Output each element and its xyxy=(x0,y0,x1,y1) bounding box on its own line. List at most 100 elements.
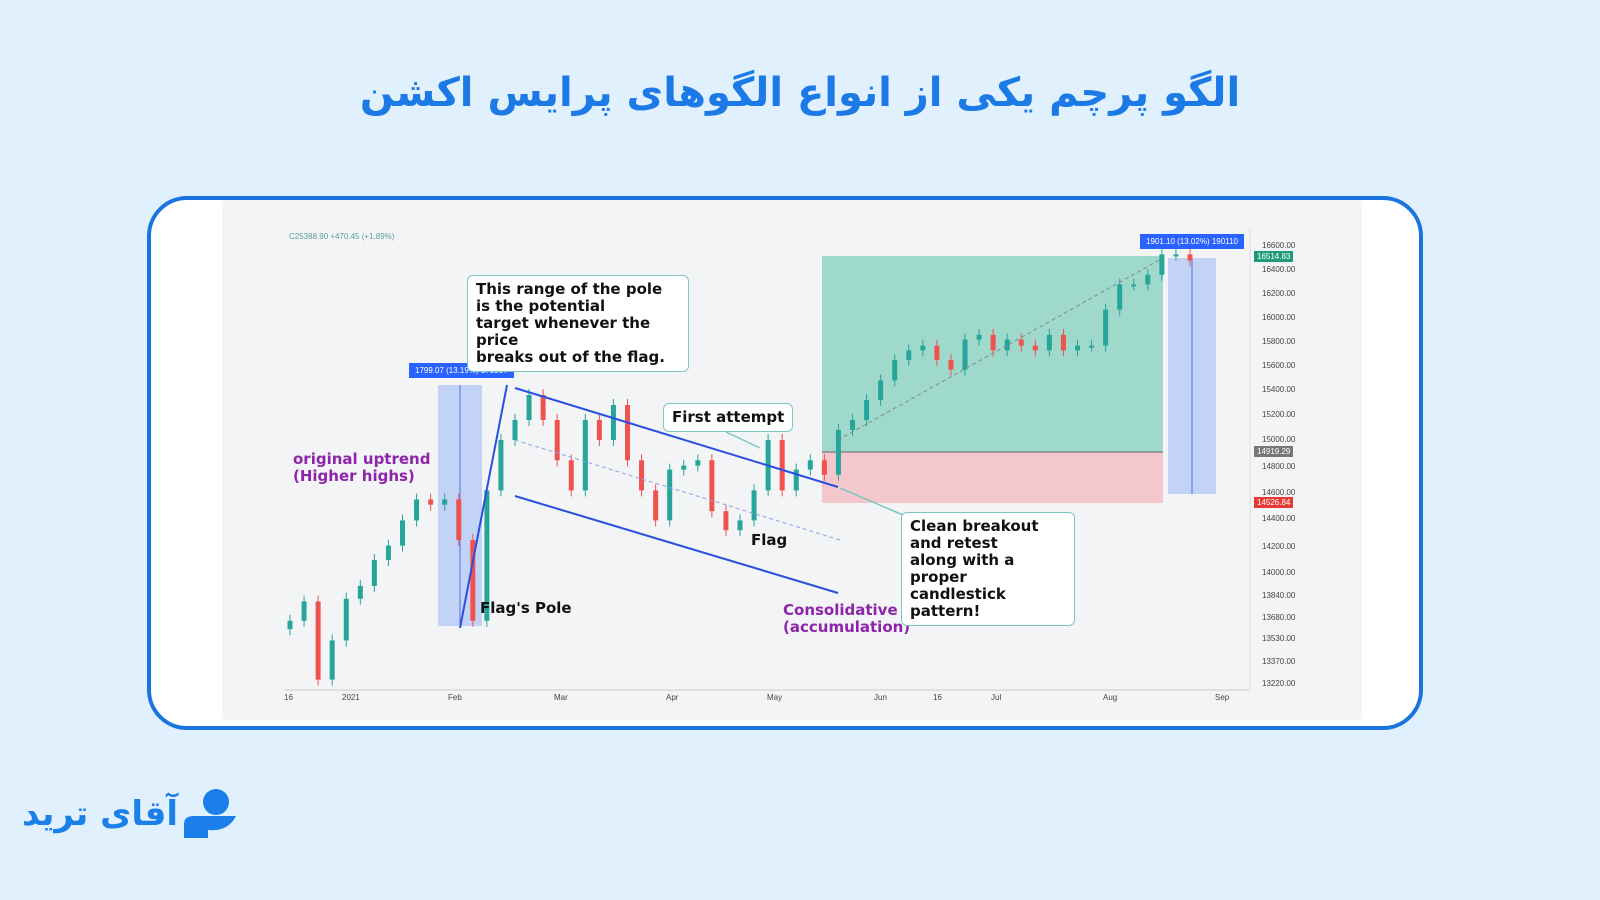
y-tick-label: 15800.00 xyxy=(1262,337,1296,346)
candle-up xyxy=(906,350,912,360)
candle-up xyxy=(1004,339,1010,351)
candle-down xyxy=(723,511,729,531)
candle-up xyxy=(1159,254,1165,275)
candle-up xyxy=(1173,254,1179,257)
candle-up xyxy=(526,395,532,420)
candle-up xyxy=(512,420,518,440)
candle-down xyxy=(456,499,462,540)
candle-up xyxy=(737,520,743,531)
candle-up xyxy=(793,469,799,491)
x-tick-label: 2021 xyxy=(342,693,360,702)
candle-up xyxy=(807,460,813,470)
candle-up xyxy=(1117,284,1123,310)
candle-up xyxy=(329,640,335,680)
x-tick-label: Feb xyxy=(448,693,462,702)
flag-lower-line xyxy=(514,495,839,594)
y-tick-label: 16000.00 xyxy=(1262,313,1296,322)
y-tick-label: 15000.00 xyxy=(1262,435,1296,444)
candle-up xyxy=(287,620,293,630)
candle-down xyxy=(1187,254,1193,261)
y-tick-label: 13220.00 xyxy=(1262,679,1296,688)
y-tick-label: 13680.00 xyxy=(1262,613,1296,622)
y-tick-label: 16200.00 xyxy=(1262,289,1296,298)
candle-up xyxy=(442,499,448,505)
y-tick-label: 14800.00 xyxy=(1262,462,1296,471)
trend-line xyxy=(837,257,1164,441)
target-measure-label: 1901.10 (13.02%) 190110 xyxy=(1140,234,1244,249)
y-tick-label: 14400.00 xyxy=(1262,514,1296,523)
candle-up xyxy=(892,360,898,381)
candle-up xyxy=(1089,345,1095,348)
candle-down xyxy=(639,460,645,491)
x-tick-label: Sep xyxy=(1215,693,1230,702)
candle-up xyxy=(1145,274,1151,285)
y-tick-label: 13840.00 xyxy=(1262,591,1296,600)
flag-label: Flag xyxy=(751,531,788,549)
stop-zone xyxy=(822,452,1163,503)
page-title: الگو پرچم یکی از انواع الگوهای پرایس اکش… xyxy=(359,70,1241,116)
candle-up xyxy=(498,440,504,491)
candle-down xyxy=(315,601,321,680)
candle-down xyxy=(1032,345,1038,351)
y-tick-label: 13370.00 xyxy=(1262,657,1296,666)
candle-up xyxy=(962,339,968,370)
last-price-label: 16514.83 xyxy=(1254,251,1294,262)
logo-text: آقای ترید xyxy=(22,794,179,834)
candle-down xyxy=(568,460,574,491)
candle-down xyxy=(540,395,546,420)
stop-price-label: 14526.84 xyxy=(1254,497,1294,508)
first-attempt-callout: First attempt xyxy=(663,403,794,432)
candle-up xyxy=(976,334,982,340)
y-tick-label: 15600.00 xyxy=(1262,361,1296,370)
candle-down xyxy=(821,460,827,475)
logo: آقای ترید xyxy=(22,788,238,840)
candle-up xyxy=(582,420,588,491)
y-tick-label: 16600.00 xyxy=(1262,241,1296,250)
flag-upper-line xyxy=(514,387,839,488)
candle-up xyxy=(1103,309,1109,346)
candle-up xyxy=(1075,345,1080,351)
candle-up xyxy=(1131,284,1137,287)
x-tick-label: Apr xyxy=(666,693,679,702)
candle-down xyxy=(653,490,659,521)
y-tick-label: 16400.00 xyxy=(1262,265,1296,274)
candle-down xyxy=(470,540,476,621)
candle-down xyxy=(428,499,434,505)
candle-up xyxy=(343,598,349,641)
callout-pointer xyxy=(725,431,761,449)
x-tick-label: May xyxy=(767,693,783,702)
y-tick-label: 15400.00 xyxy=(1262,385,1296,394)
candle-up xyxy=(850,420,855,430)
person-icon xyxy=(184,789,237,838)
candle-down xyxy=(948,360,954,370)
y-tick-label: 15200.00 xyxy=(1262,410,1296,419)
x-tick-label: Aug xyxy=(1103,693,1118,702)
candle-up xyxy=(371,560,377,586)
candle-up xyxy=(1046,334,1052,351)
entry-price-label: 14919.29 xyxy=(1254,446,1294,457)
symbol-readout: C25388.90 +470.45 (+1.89%) xyxy=(289,232,395,241)
x-tick-label: 16 xyxy=(284,693,293,702)
callout-pointer xyxy=(839,487,911,519)
candle-down xyxy=(934,345,940,360)
candle-down xyxy=(1060,334,1066,351)
candle-up xyxy=(864,400,870,420)
candle-up xyxy=(695,460,701,466)
x-tick-label: Jul xyxy=(991,693,1002,702)
uptrend-label: original uptrend (Higher highs) xyxy=(293,450,431,485)
candle-up xyxy=(835,430,841,475)
candle-down xyxy=(709,460,715,512)
flag-mid-line xyxy=(514,439,841,541)
y-tick-label: 14600.00 xyxy=(1262,488,1296,497)
y-tick-label: 13530.00 xyxy=(1262,634,1296,643)
pole-range-callout: This range of the pole is the potential … xyxy=(467,275,689,372)
candle-up xyxy=(920,345,926,351)
candle-down xyxy=(779,440,785,491)
candle-down xyxy=(990,334,996,351)
y-tick-label: 14200.00 xyxy=(1262,542,1296,551)
flags-pole-label: Flag's Pole xyxy=(480,599,572,617)
candle-up xyxy=(667,469,673,521)
candle-up xyxy=(414,499,420,521)
candle-up xyxy=(484,490,490,621)
